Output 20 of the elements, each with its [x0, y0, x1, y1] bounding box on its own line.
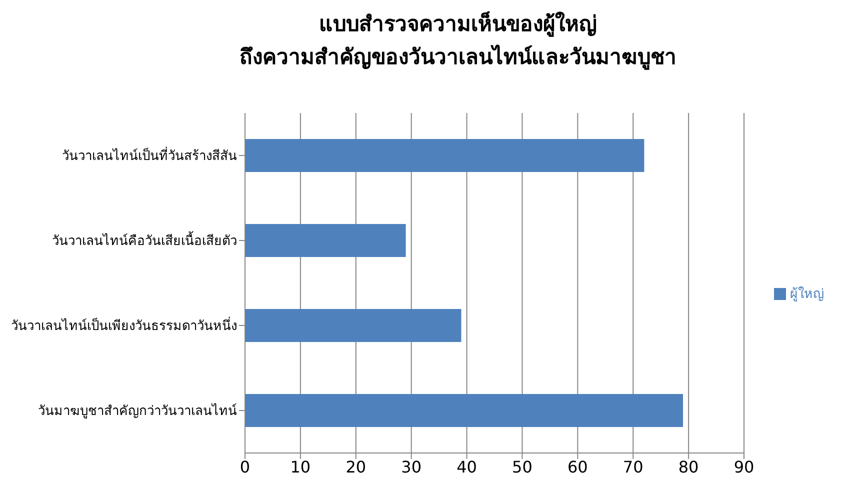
x-tick-label: 40 [456, 457, 477, 476]
y-tick-label: วันวาเลนไทน์คือวันเสียเนื้อเสียตัว [52, 231, 237, 250]
x-tick-label: 80 [678, 457, 699, 476]
x-tick-label: 10 [290, 457, 311, 476]
x-tick-label: 20 [346, 457, 366, 476]
bar [245, 394, 684, 427]
x-tick-label: 50 [512, 457, 532, 476]
legend-label: ผู้ใหญ่ [790, 286, 824, 302]
y-tick-label: วันวาเลนไทน์เป็นที่วันสร้างสีสัน [62, 146, 237, 164]
x-tick-label: 30 [401, 457, 422, 476]
x-tick-label: 90 [734, 457, 754, 476]
x-tick-label: 60 [567, 457, 588, 476]
bar [245, 309, 462, 342]
chart-title: แบบสำรวจความเห็นของผู้ใหญ่ ถึงความสำคัญของวันวาเลนไทน์และวันมาฆบูชา [238, 10, 678, 72]
bar [245, 139, 644, 172]
bar [245, 224, 406, 257]
y-tick-label: วันมาฆบูชาสำคัญกว่าวันวาเลนไทน์ [38, 403, 237, 420]
x-tick-label: 70 [622, 457, 644, 476]
x-tick-label: 0 [240, 457, 250, 476]
y-tick-label: วันวาเลนไทน์เป็นเพียงวันธรรมดาวันหนึ่ง [11, 316, 237, 334]
